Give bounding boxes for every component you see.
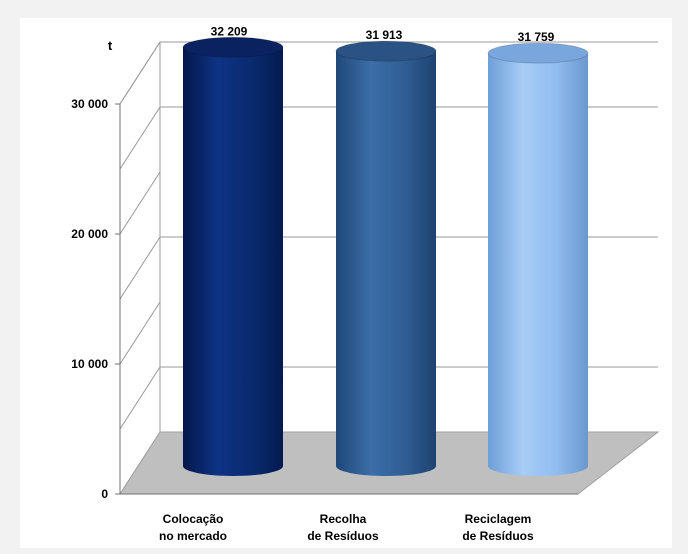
gridline-tick-side <box>120 172 160 234</box>
data-label: 31 759 <box>518 30 555 44</box>
bar-0 <box>183 37 283 476</box>
bar-body <box>183 47 283 476</box>
x-tick-label: de Resíduos <box>307 529 379 543</box>
bar-1 <box>336 41 436 476</box>
data-label: 31 913 <box>366 28 403 42</box>
bar-2 <box>488 43 588 476</box>
bar-cap <box>488 43 588 63</box>
bars <box>183 37 588 476</box>
data-label: 32 209 <box>211 24 248 38</box>
gridline-tick-side <box>120 302 160 364</box>
x-tick-label: Reciclagem <box>465 512 532 526</box>
y-tick-label: 30 000 <box>71 97 108 111</box>
bar-body <box>488 53 588 476</box>
gridline-tick-side <box>120 42 160 104</box>
y-tick-label: 0 <box>101 487 108 501</box>
gridline-side <box>120 237 160 299</box>
y-unit-label: t <box>108 38 113 53</box>
bar-cap <box>183 37 283 57</box>
y-tick-label: 20 000 <box>71 227 108 241</box>
y-tick-label: 10 000 <box>71 357 108 371</box>
x-tick-label: no mercado <box>159 529 227 543</box>
bar-body <box>336 51 436 476</box>
gridline-side <box>120 107 160 169</box>
bar-cap <box>336 41 436 61</box>
gridline-side <box>120 367 160 429</box>
x-tick-label: Recolha <box>320 512 367 526</box>
x-tick-label: de Resíduos <box>462 529 534 543</box>
x-tick-label: Colocação <box>163 512 224 526</box>
